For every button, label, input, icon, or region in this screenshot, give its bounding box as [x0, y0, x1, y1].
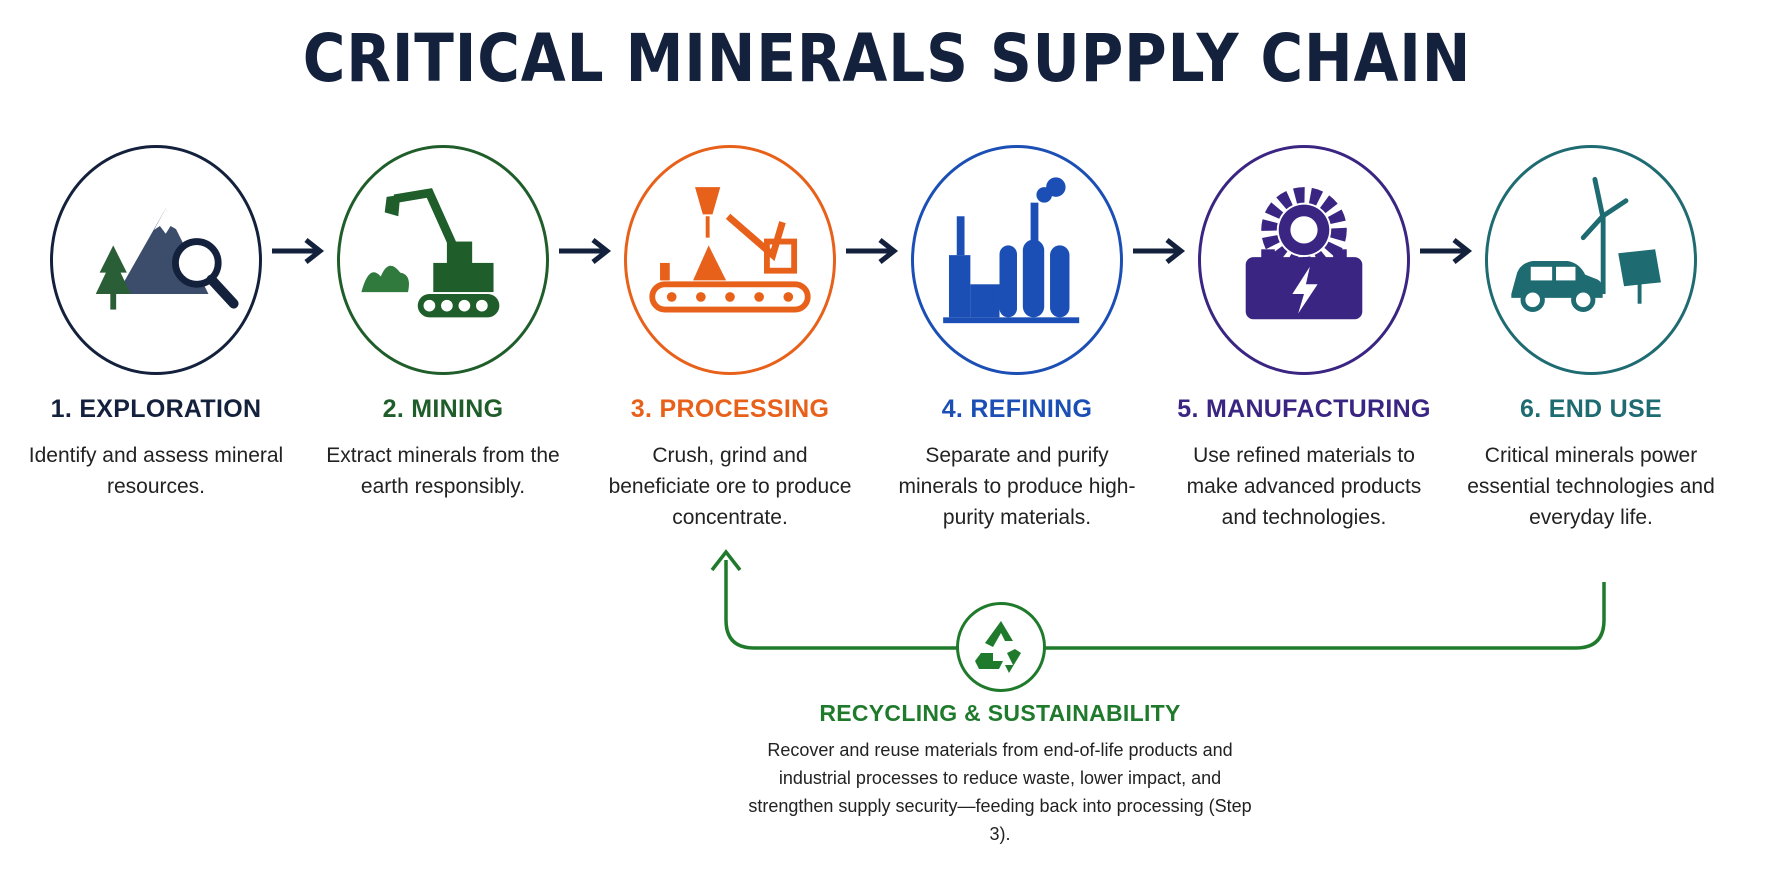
stage-desc-processing: Crush, grind and beneficiate ore to prod…	[608, 444, 852, 529]
recycle-icon	[975, 621, 1021, 673]
arrow-right-icon	[846, 238, 899, 264]
stage-title-processing: 3. PROCESSING	[630, 395, 830, 423]
stage-desc-manufacturing: Use refined materials to make advanced p…	[1186, 444, 1422, 529]
page-title: CRITICAL MINERALS SUPPLY CHAIN	[302, 20, 1472, 97]
stage-title-manufacturing: 5. MANUFACTURING	[1177, 395, 1431, 423]
arrow-right-icon	[559, 238, 612, 264]
excavator-icon	[361, 188, 500, 318]
car-wind-solar-icon	[1511, 176, 1661, 312]
recycling-title: RECYCLING & SUSTAINABILITY	[819, 700, 1181, 726]
stage-processing: 3. PROCESSING Crush, grind and beneficia…	[594, 145, 874, 565]
gear-battery-icon	[1245, 187, 1363, 320]
stage-desc-mining: Extract minerals from the earth responsi…	[326, 444, 560, 498]
processing-icon-circle	[624, 145, 836, 375]
mining-icon-circle	[337, 145, 549, 375]
stage-refining: 4. REFINING Separate and purify minerals…	[881, 145, 1161, 565]
stage-title-mining: 2. MINING	[382, 395, 504, 423]
stage-end-use: 6. END USE Critical minerals power essen…	[1455, 145, 1735, 565]
stage-exploration: 1. EXPLORATION Identify and assess miner…	[20, 145, 300, 565]
end-use-icon-circle	[1485, 145, 1697, 375]
arrow-right-icon	[272, 238, 325, 264]
refining-icon-circle	[911, 145, 1123, 375]
refinery-icon	[943, 177, 1080, 324]
stage-desc-exploration: Identify and assess mineral resources.	[28, 444, 284, 498]
arrow-right-icon	[1420, 238, 1473, 264]
recycling-desc: Recover and reuse materials from end-of-…	[748, 740, 1252, 844]
stage-title-end-use: 6. END USE	[1520, 395, 1662, 423]
stage-manufacturing: 5. MANUFACTURING Use refined materials t…	[1168, 145, 1448, 565]
stage-mining: 2. MINING Extract minerals from the eart…	[307, 145, 587, 565]
exploration-icon-circle	[50, 145, 262, 375]
mountain-magnifier-icon	[95, 208, 239, 310]
recycling-icon-circle	[956, 602, 1046, 692]
stage-desc-refining: Separate and purify minerals to produce …	[898, 444, 1136, 529]
stage-title-exploration: 1. EXPLORATION	[50, 395, 262, 423]
arrow-right-icon	[1133, 238, 1186, 264]
stage-desc-end-use: Critical minerals power essential techno…	[1467, 444, 1715, 529]
conveyor-crusher-icon	[649, 187, 811, 313]
stage-title-refining: 4. REFINING	[941, 395, 1093, 423]
manufacturing-icon-circle	[1198, 145, 1410, 375]
